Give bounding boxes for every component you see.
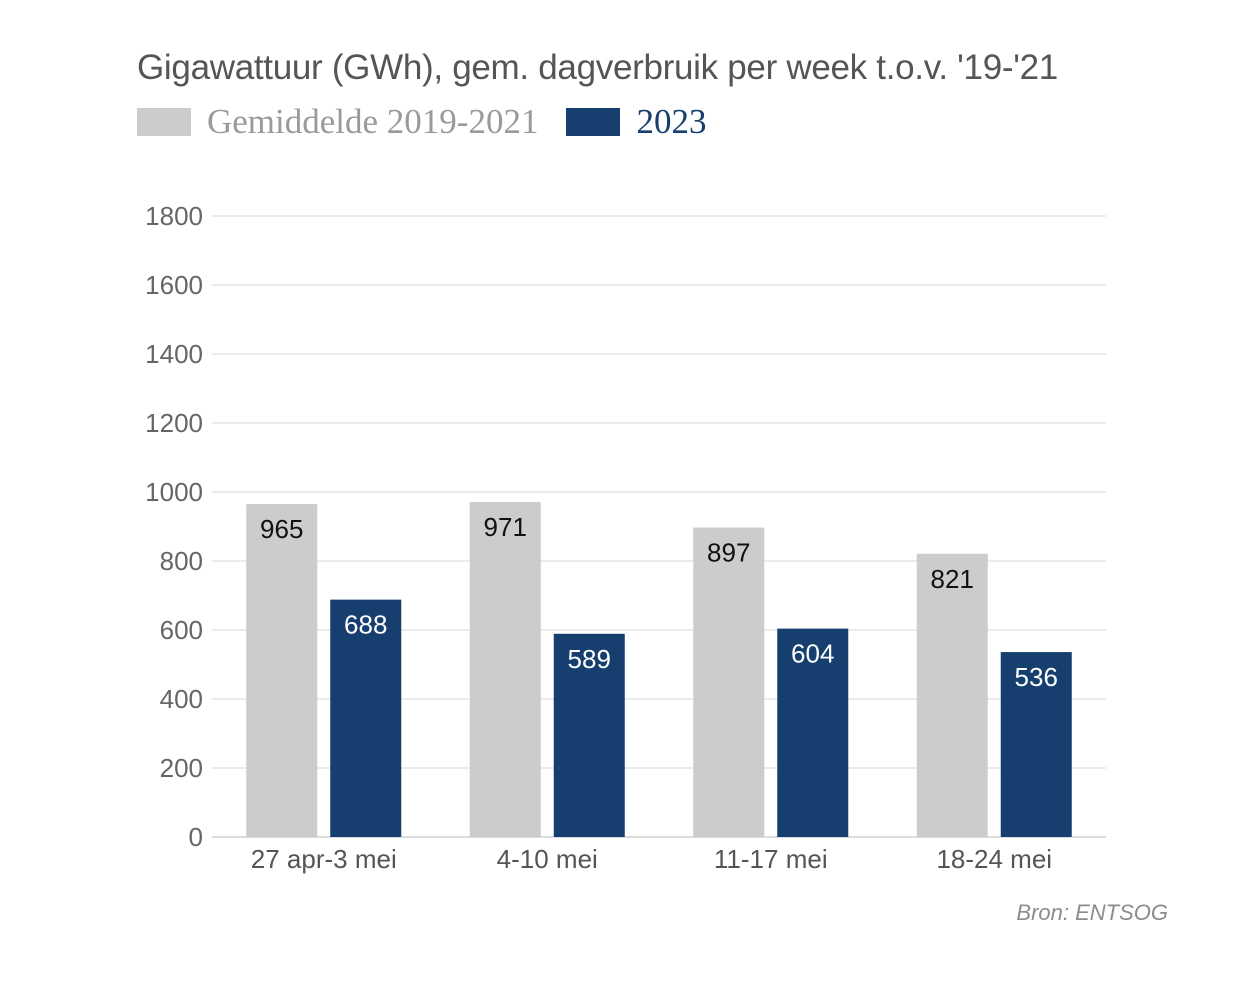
y-tick-label: 1000 xyxy=(145,477,203,507)
legend-label-2023: 2023 xyxy=(636,102,707,141)
legend-swatch-2023 xyxy=(566,108,621,136)
source-note: Bron: ENTSOG xyxy=(1016,900,1168,925)
legend-label-average: Gemiddelde 2019-2021 xyxy=(207,102,539,141)
bar-2023 xyxy=(553,633,625,837)
y-tick-label: 0 xyxy=(189,822,203,852)
data-label: 536 xyxy=(1015,662,1058,692)
legend-swatch-average xyxy=(137,108,191,136)
data-label: 971 xyxy=(484,512,527,542)
bar-average xyxy=(469,502,541,837)
bar-2023 xyxy=(1000,652,1072,837)
bar-2023 xyxy=(777,628,849,837)
y-tick-label: 1600 xyxy=(145,270,203,300)
x-tick-label: 4-10 mei xyxy=(497,844,598,874)
bar-average xyxy=(693,527,765,837)
legend: Gemiddelde 2019-2021 2023 xyxy=(137,100,734,144)
data-label: 821 xyxy=(931,564,974,594)
y-tick-label: 1200 xyxy=(145,408,203,438)
y-tick-label: 800 xyxy=(160,546,203,576)
data-label: 688 xyxy=(344,610,387,640)
bar-average xyxy=(246,504,318,837)
x-tick-label: 27 apr-3 mei xyxy=(251,844,397,874)
y-tick-label: 400 xyxy=(160,684,203,714)
data-label: 589 xyxy=(568,644,611,674)
y-tick-label: 1400 xyxy=(145,339,203,369)
legend-item-average: Gemiddelde 2019-2021 xyxy=(137,102,538,142)
legend-item-2023: 2023 xyxy=(566,102,706,142)
y-tick-label: 200 xyxy=(160,753,203,783)
data-label: 604 xyxy=(791,639,834,669)
x-tick-label: 18-24 mei xyxy=(936,844,1052,874)
x-tick-label: 11-17 mei xyxy=(714,844,828,874)
data-label: 965 xyxy=(260,514,303,544)
bar-2023 xyxy=(330,599,402,837)
y-tick-label: 600 xyxy=(160,615,203,645)
y-tick-label: 1800 xyxy=(145,201,203,231)
data-label: 897 xyxy=(707,538,750,568)
chart-title: Gigawattuur (GWh), gem. dagverbruik per … xyxy=(137,48,1058,87)
bar-average xyxy=(916,553,988,837)
